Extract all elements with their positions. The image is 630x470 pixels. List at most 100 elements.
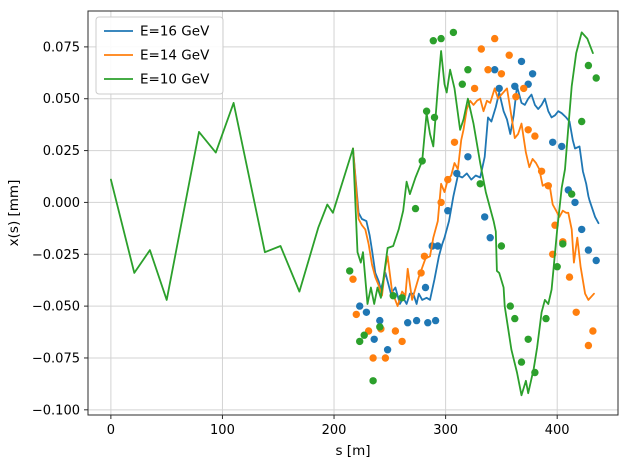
scatter-point-e-14-gev	[505, 51, 513, 59]
y-tick-label: 0.050	[43, 92, 80, 107]
legend-label: E=16 GeV	[140, 24, 210, 40]
x-axis-label: s [m]	[335, 443, 370, 459]
scatter-point-e-10-gev	[578, 117, 586, 126]
scatter-point-e-14-gev	[417, 269, 425, 277]
y-tick-label: 0.000	[43, 196, 80, 211]
scatter-point-e-10-gev	[464, 66, 472, 74]
scatter-point-e-16-gev	[453, 169, 461, 178]
legend-label: E=14 GeV	[140, 48, 210, 64]
scatter-point-e-16-gev	[412, 316, 421, 325]
scatter-point-e-14-gev	[420, 252, 429, 260]
scatter-point-e-14-gev	[589, 327, 597, 335]
series-line-e-16-gev	[352, 85, 600, 305]
scatter-point-e-10-gev	[346, 267, 354, 275]
scatter-point-e-16-gev	[431, 316, 440, 325]
scatter-point-e-10-gev	[511, 314, 519, 323]
scatter-point-e-10-gev	[429, 37, 437, 45]
scatter-point-e-14-gev	[450, 138, 459, 146]
scatter-point-e-14-gev	[444, 175, 452, 184]
y-axis-label: x(s) [mm]	[6, 180, 22, 247]
scatter-point-e-16-gev	[517, 57, 526, 66]
scatter-point-e-16-gev	[571, 198, 579, 207]
scatter-point-e-10-gev	[430, 113, 439, 122]
scatter-point-e-10-gev	[497, 242, 506, 250]
scatter-point-e-16-gev	[584, 246, 593, 254]
x-tick-label: 200	[322, 423, 347, 438]
scatter-point-e-10-gev	[398, 294, 406, 302]
scatter-point-e-10-gev	[524, 335, 532, 343]
scatter-point-e-16-gev	[383, 346, 392, 354]
x-tick-label: 400	[545, 423, 570, 438]
scatter-point-e-10-gev	[376, 323, 384, 331]
scatter-point-e-16-gev	[464, 153, 472, 161]
scatter-point-e-14-gev	[520, 84, 528, 93]
scatter-point-e-16-gev	[481, 213, 489, 221]
scatter-point-e-14-gev	[544, 182, 552, 190]
tick-layer: 0 100 200 300 400 0.075 0.050 0.025 0.000 −0.025 −…	[32, 40, 570, 438]
scatter-point-e-14-gev	[491, 34, 499, 43]
scatter-point-e-10-gev	[411, 204, 420, 213]
scatter-point-e-14-gev	[352, 310, 360, 319]
scatter-point-e-16-gev	[491, 66, 499, 74]
plot-border	[87, 10, 619, 416]
x-tick-label: 100	[210, 423, 235, 438]
scatter-point-e-16-gev	[362, 308, 371, 316]
series-line-e-14-gev	[352, 87, 595, 308]
scatter-point-e-10-gev	[449, 28, 458, 37]
scatter-point-e-10-gev	[531, 368, 539, 377]
scatter-point-e-14-gev	[572, 308, 580, 316]
scatter-point-e-10-gev	[437, 34, 445, 43]
legend-box	[95, 16, 224, 95]
scatter-point-e-14-gev	[484, 66, 492, 74]
scatter-point-e-16-gev	[370, 335, 378, 343]
scatter-point-e-14-gev	[349, 275, 357, 283]
scatter-point-e-14-gev	[524, 126, 532, 134]
scatter-point-e-16-gev	[486, 234, 494, 242]
y-tick-label: −0.075	[32, 351, 80, 366]
scatter-point-e-16-gev	[356, 302, 364, 310]
scatter-point-e-14-gev	[531, 132, 539, 140]
scatter-point-e-10-gev	[418, 157, 426, 165]
scatter-point-e-14-gev	[398, 337, 406, 346]
scatter-point-e-14-gev	[537, 167, 546, 175]
scatter-point-e-16-gev	[444, 207, 452, 215]
x-tick-label: 300	[433, 423, 458, 438]
series-layer	[110, 28, 600, 397]
y-tick-label: 0.025	[43, 144, 80, 159]
scatter-point-e-14-gev	[437, 198, 445, 207]
scatter-point-e-10-gev	[592, 74, 600, 82]
scatter-point-e-14-gev	[391, 327, 400, 335]
scatter-point-e-14-gev	[381, 354, 390, 362]
scatter-point-e-16-gev	[434, 242, 442, 250]
scatter-point-e-10-gev	[476, 180, 484, 188]
scatter-point-e-16-gev	[549, 138, 557, 146]
series-line-e-10-gev	[110, 31, 594, 397]
scatter-point-e-14-gev	[470, 84, 479, 93]
scatter-point-e-14-gev	[497, 70, 506, 78]
scatter-point-e-10-gev	[542, 314, 550, 323]
scatter-point-e-16-gev	[421, 283, 430, 292]
scatter-point-e-10-gev	[559, 240, 567, 248]
scatter-point-e-16-gev	[592, 256, 600, 265]
scatter-point-e-16-gev	[424, 319, 432, 327]
scatter-point-e-10-gev	[517, 358, 526, 366]
scatter-point-e-10-gev	[356, 337, 364, 346]
y-tick-label: −0.100	[32, 403, 80, 418]
scatter-point-e-14-gev	[477, 45, 485, 53]
scatter-point-e-16-gev	[578, 225, 586, 234]
scatter-point-e-16-gev	[558, 142, 566, 151]
scatter-point-e-10-gev	[422, 107, 431, 115]
legend: E=16 GeV E=14 GeV E=10 GeV	[95, 16, 224, 95]
scatter-point-e-16-gev	[528, 70, 537, 78]
scatter-point-e-14-gev	[584, 341, 593, 350]
scatter-point-e-14-gev	[565, 273, 574, 281]
scatter-point-e-10-gev	[553, 263, 561, 271]
scatter-point-e-14-gev	[369, 354, 377, 362]
scatter-point-e-10-gev	[568, 190, 576, 198]
y-tick-label: 0.075	[43, 40, 80, 55]
scatter-point-e-16-gev	[376, 316, 384, 325]
x-tick-label: 0	[107, 423, 115, 438]
scatter-point-e-10-gev	[360, 331, 368, 339]
